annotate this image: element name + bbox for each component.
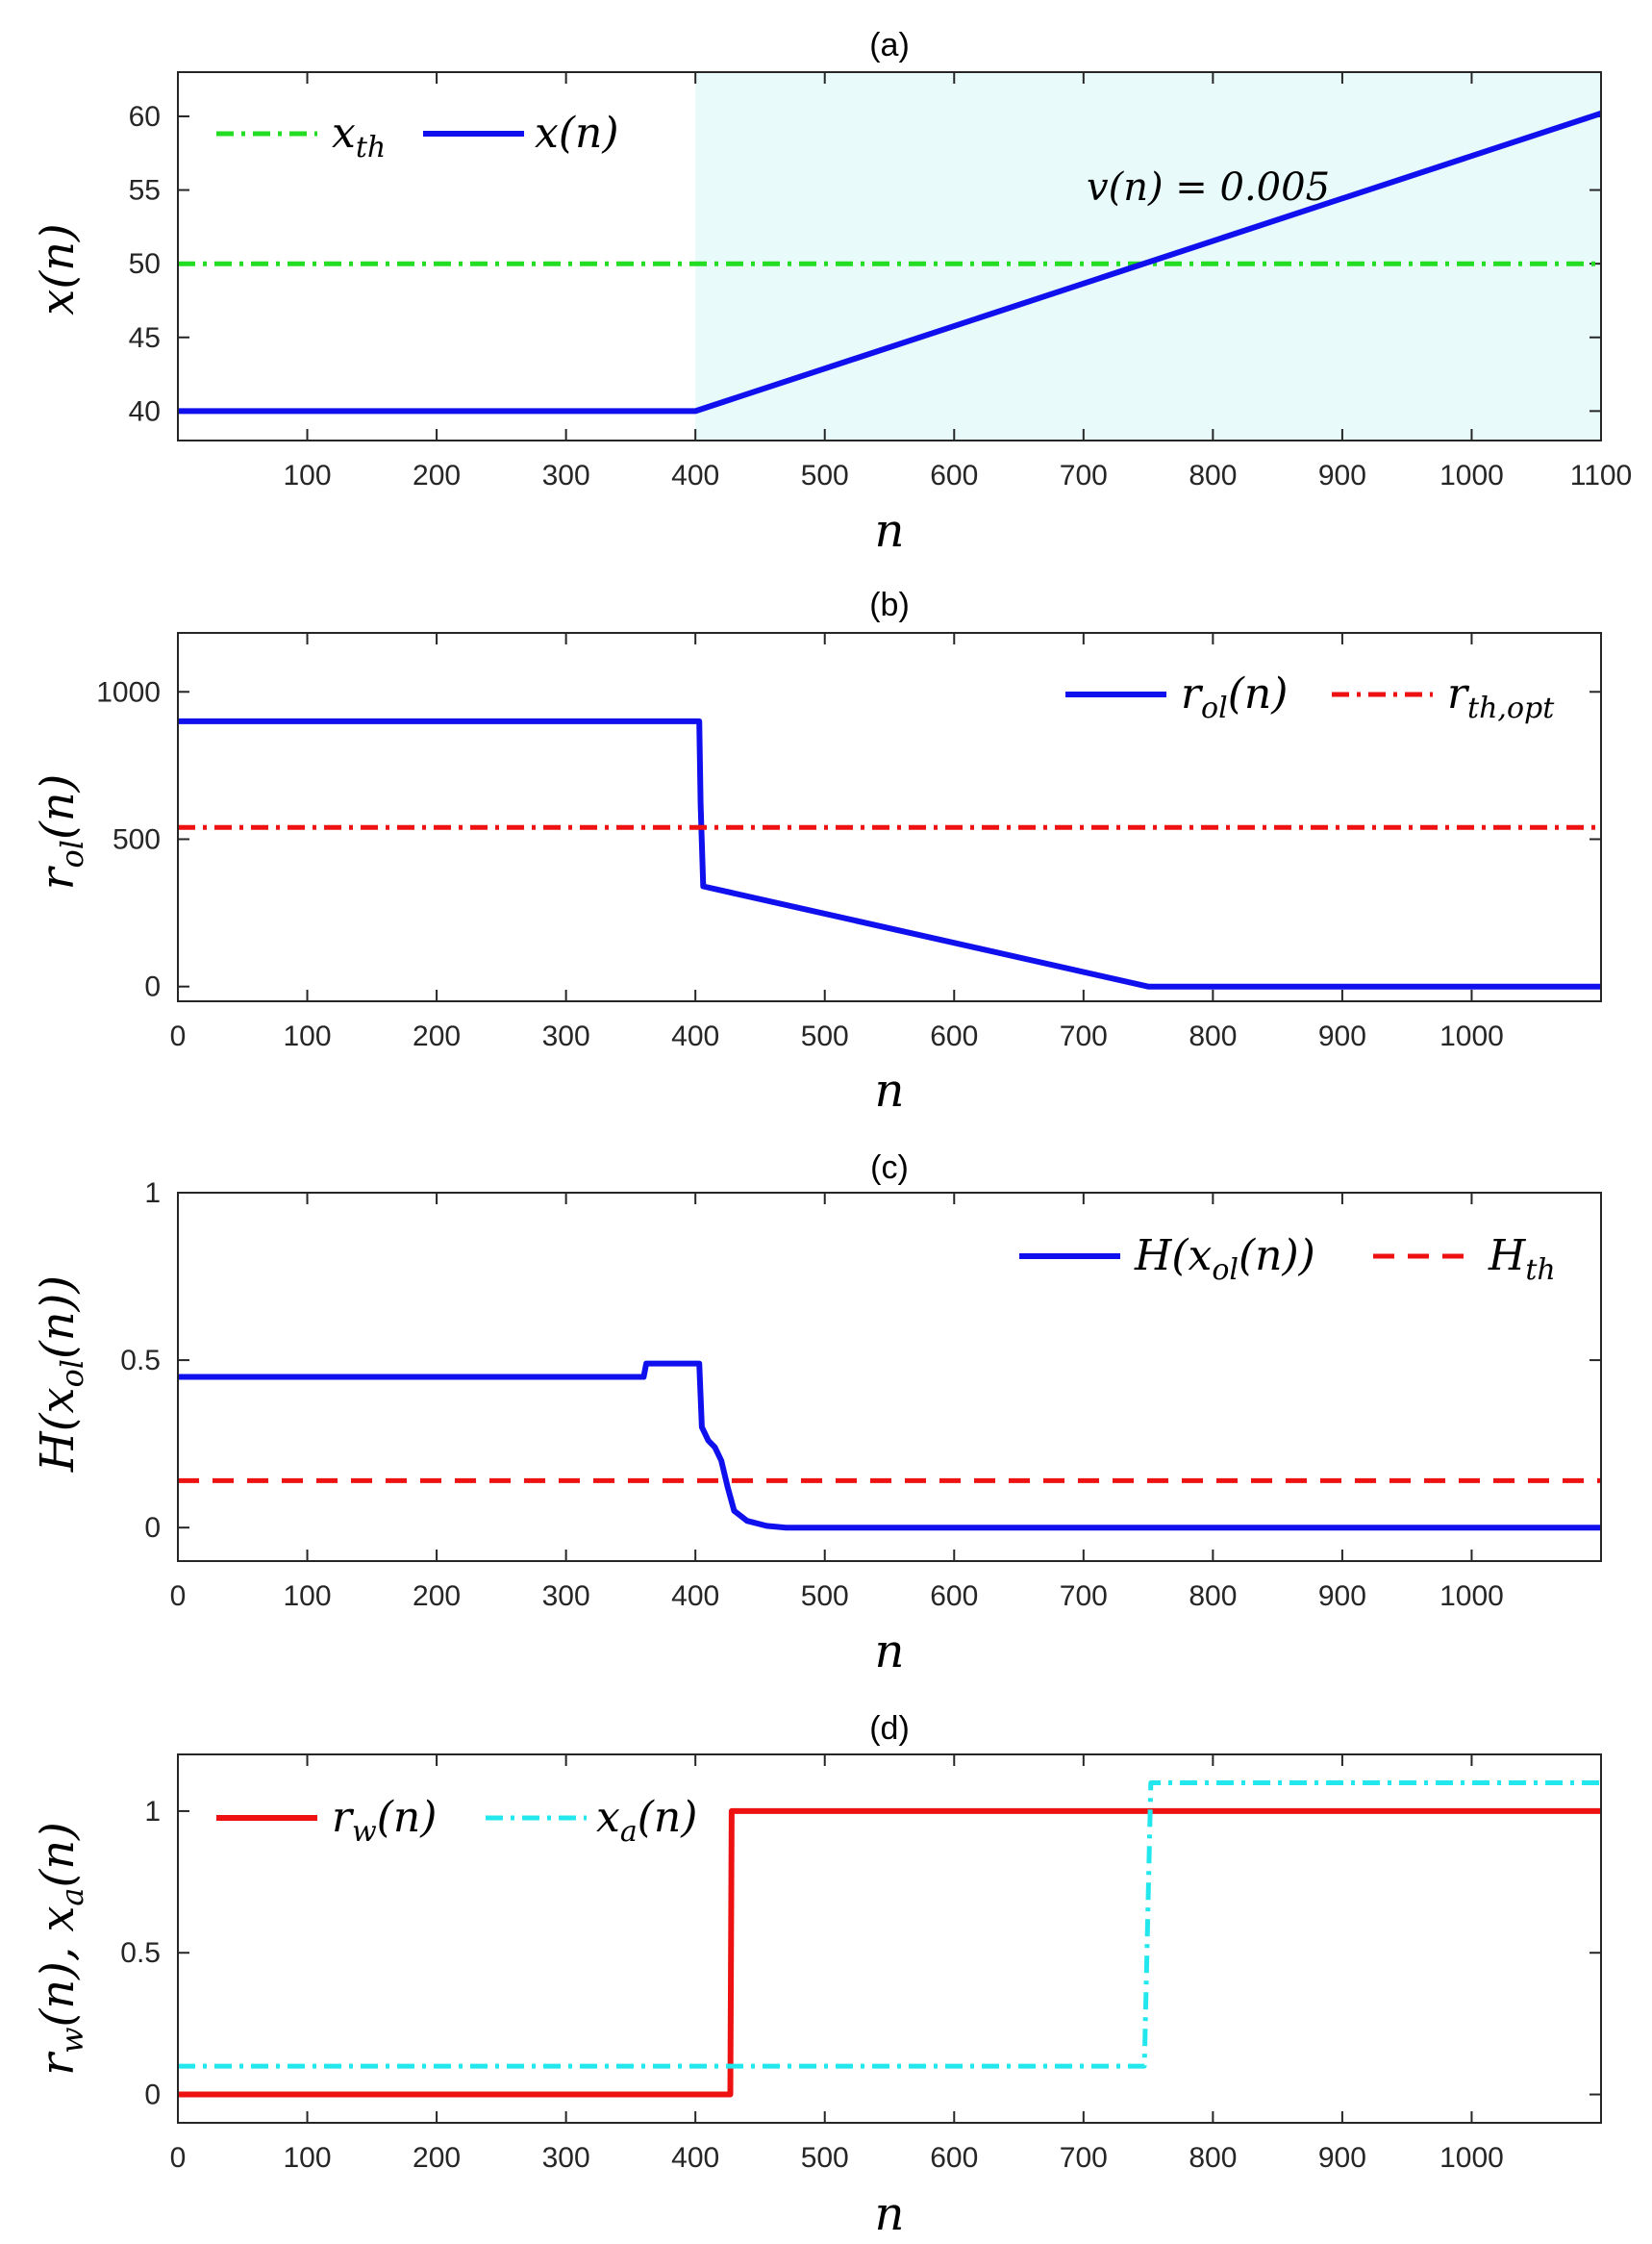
panel-b-ylabel: rol(n) [31, 774, 90, 891]
panel-c-xlabel: n [875, 1625, 905, 1678]
panel-a-xtick-label: 1100 [1570, 460, 1633, 492]
panel-b-title: (b) [869, 587, 910, 623]
panel-a-xtick-label: 700 [1060, 460, 1108, 492]
panel-c-ytick-label: 1 [144, 1177, 161, 1209]
panel-a-axes-box [177, 71, 1602, 441]
panel-a-series-1 [178, 111, 1602, 415]
legend-label-x-a: xa(n) [596, 1793, 697, 1849]
legend-label-x-n: x(n) [535, 109, 618, 158]
panel-a-shaded-region [695, 72, 1601, 441]
panel-a-xtick-label: 300 [542, 460, 590, 492]
panel-c-xtick-label: 0 [170, 1580, 187, 1612]
panel-d-xtick-label: 700 [1060, 2142, 1108, 2174]
panel-b-xtick-label: 0 [170, 1021, 187, 1052]
panel-b-legend: rol(n) rth,opt [1065, 669, 1555, 725]
panel-a-annotation: v(n) = 0.005 [1087, 165, 1330, 210]
panel-a-xtick-label: 1000 [1439, 460, 1504, 492]
panel-c-xtick-label: 700 [1060, 1580, 1108, 1612]
panel-c-xtick-label: 1000 [1439, 1580, 1504, 1612]
panel-b-xtick-label: 900 [1318, 1021, 1366, 1052]
panel-b-xtick-label: 700 [1060, 1021, 1108, 1052]
panel-c-xtick-label: 300 [542, 1580, 590, 1612]
panel-d-ytick-label: 0 [144, 2080, 161, 2111]
panel-d-xtick-label: 500 [801, 2142, 849, 2174]
panel-a-ytick-label: 55 [129, 175, 161, 207]
panel-a: 100 200 300 400 500 600 700 800 900 1000 1100 40 45 5… [31, 27, 1632, 558]
panel-d-xtick-label: 300 [542, 2142, 590, 2174]
panel-c-axes-box [177, 1192, 1602, 1562]
panel-a-xtick-label: 900 [1318, 460, 1366, 492]
panel-d-xtick-label: 900 [1318, 2142, 1366, 2174]
panel-b: 0 100 200 300 400 500 600 700 800 900 1000 0 500 1000… [31, 587, 1602, 1118]
panel-d-axes-box [177, 1753, 1602, 2124]
panel-c-xtick-label: 100 [284, 1580, 332, 1612]
panel-a-xlabel: n [875, 504, 905, 558]
panel-c-xtick-label: 600 [930, 1580, 978, 1612]
panel-a-ylabel: x(n) [31, 223, 85, 315]
panel-d-series-0 [178, 1807, 1601, 2098]
panel-c-ytick-label: 0.5 [120, 1345, 161, 1376]
panel-b-xtick-label: 500 [801, 1021, 849, 1052]
panel-d-xtick-label: 200 [413, 2142, 461, 2174]
panel-c-xtick-label: 500 [801, 1580, 849, 1612]
panel-c-xtick-label: 800 [1189, 1580, 1237, 1612]
panel-a-ytick-label: 45 [129, 322, 161, 354]
panel-c-ytick-label: 0 [144, 1512, 161, 1544]
panel-d-xtick-label: 800 [1189, 2142, 1237, 2174]
panel-b-ytick-label: 0 [144, 971, 161, 1003]
panel-c-xtick-label: 900 [1318, 1580, 1366, 1612]
panel-a-xtick-label: 600 [930, 460, 978, 492]
panel-d-xtick-label: 600 [930, 2142, 978, 2174]
panel-b-ytick-label: 1000 [96, 676, 161, 708]
panel-b-xtick-label: 400 [671, 1021, 719, 1052]
panel-d-title: (d) [869, 1710, 910, 1747]
panel-a-xtick-label: 400 [671, 460, 719, 492]
panel-a-xtick-label: 800 [1189, 460, 1237, 492]
legend-label-r-ol: rol(n) [1181, 669, 1288, 725]
panel-a-ytick-label: 40 [129, 395, 161, 427]
panel-d-series-1 [178, 1780, 1601, 2069]
panel-b-xtick-label: 600 [930, 1021, 978, 1052]
panel-d-xtick-label: 100 [284, 2142, 332, 2174]
panel-c-xtick-label: 200 [413, 1580, 461, 1612]
panel-d-ytick-label: 0.5 [120, 1937, 161, 1969]
panel-b-xlabel: n [875, 1064, 905, 1118]
panel-d-xtick-label: 1000 [1439, 2142, 1504, 2174]
panel-a-ytick-label: 60 [129, 101, 161, 133]
panel-b-axes-box [177, 632, 1602, 1002]
panel-b-xtick-label: 200 [413, 1021, 461, 1052]
panel-b-ytick-label: 500 [113, 823, 161, 855]
panel-d-xtick-label: 400 [671, 2142, 719, 2174]
panel-c-series-0 [178, 1360, 1601, 1531]
legend-label-r-w: rw(n) [332, 1793, 437, 1849]
panel-a-xtick-label: 200 [413, 460, 461, 492]
panel-b-xtick-label: 300 [542, 1021, 590, 1052]
panel-a-ytick-label: 50 [129, 248, 161, 280]
panel-c-xtick-label: 400 [671, 1580, 719, 1612]
panel-b-xtick-label: 100 [284, 1021, 332, 1052]
panel-d-ytick-label: 1 [144, 1796, 161, 1828]
panel-d-xlabel: n [875, 2187, 905, 2241]
panel-c-title: (c) [870, 1149, 909, 1186]
panel-d-xtick-label: 0 [170, 2142, 187, 2174]
panel-d: 0 100 200 300 400 500 600 700 800 900 1000 0 0.5 1 (d… [31, 1710, 1602, 2241]
panel-b-xtick-label: 800 [1189, 1021, 1237, 1052]
panel-a-title: (a) [869, 27, 910, 63]
legend-label-h-x-ol: H(xol(n)) [1134, 1231, 1315, 1287]
panel-b-series-0 [178, 718, 1601, 990]
panel-b-xtick-label: 1000 [1439, 1021, 1504, 1052]
panel-a-xtick-label: 500 [801, 460, 849, 492]
panel-a-xtick-label: 100 [284, 460, 332, 492]
panel-d-legend: rw(n) xa(n) [216, 1793, 697, 1849]
